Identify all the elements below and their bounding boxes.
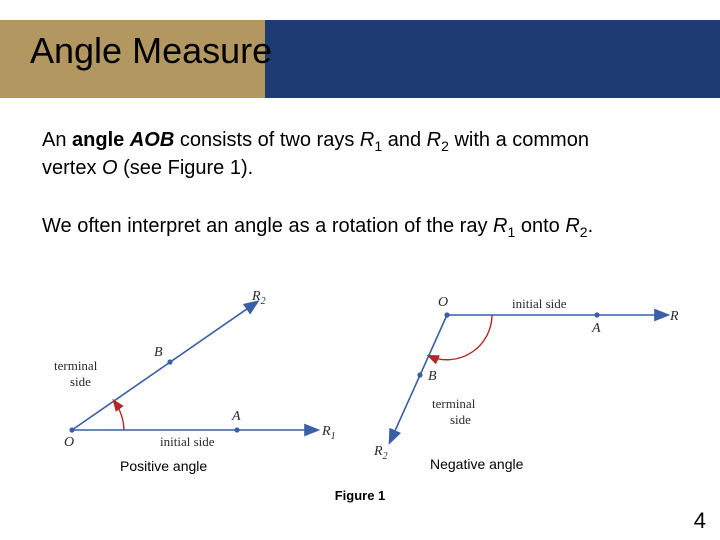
- p1-r-a: R: [360, 129, 374, 151]
- p2-mid: onto: [515, 215, 565, 237]
- header-right-block: [265, 20, 720, 98]
- svg-text:R1: R1: [669, 309, 678, 327]
- label-R1: R: [321, 424, 331, 439]
- p1-bold: angle: [72, 129, 130, 151]
- p2-r-b: R: [565, 215, 579, 237]
- label-A: A: [231, 409, 241, 424]
- p2-end: .: [588, 215, 594, 237]
- label-B-r: B: [428, 369, 437, 384]
- paragraph-1: An angle AOB consists of two rays R1 and…: [42, 128, 642, 181]
- p1-r-b: R: [427, 129, 441, 151]
- label-side-r: side: [450, 412, 471, 427]
- label-terminal: terminal: [54, 358, 98, 373]
- label-O: O: [64, 435, 74, 450]
- diagram-positive: O A B R1 R2 terminal side initial side: [54, 290, 336, 450]
- paragraph-2: We often interpret an angle as a rotatio…: [42, 214, 642, 242]
- caption-negative: Negative angle: [430, 456, 523, 472]
- p1-and: and: [382, 129, 426, 151]
- p1-mid: consists of two rays: [174, 129, 360, 151]
- label-B: B: [154, 345, 163, 360]
- p1-pre: An: [42, 129, 72, 151]
- label-A-r: A: [591, 321, 601, 336]
- p2-r-a: R: [493, 215, 507, 237]
- p2-pre: We often interpret an angle as a rotatio…: [42, 215, 493, 237]
- figure-1: O A B R1 R2 terminal side initial side O…: [42, 290, 678, 470]
- label-R2sub: 2: [261, 296, 266, 307]
- figure-label: Figure 1: [0, 488, 720, 503]
- label-O-r: O: [438, 295, 448, 310]
- p1-aob: AOB: [130, 129, 174, 151]
- p1-sub2: 2: [441, 138, 449, 154]
- caption-positive: Positive angle: [120, 458, 207, 474]
- label-R1sub: 1: [331, 431, 336, 442]
- page-title: Angle Measure: [30, 30, 272, 72]
- svg-text:R2: R2: [373, 444, 388, 460]
- label-R2-r: R: [373, 444, 383, 459]
- label-R2: R: [251, 290, 261, 304]
- label-R1-r: R: [669, 309, 678, 324]
- label-side: side: [70, 374, 91, 389]
- label-initial: initial side: [160, 434, 215, 449]
- label-initial-r: initial side: [512, 296, 567, 311]
- diagram-negative: O A B R1 R2 initial side terminal side: [373, 295, 678, 460]
- page-number: 4: [694, 508, 706, 534]
- label-terminal-r: terminal: [432, 396, 476, 411]
- p2-sub2: 2: [580, 224, 588, 240]
- p1-o: O: [102, 157, 118, 179]
- p1-end: (see Figure 1).: [118, 157, 254, 179]
- svg-text:R1: R1: [321, 424, 336, 442]
- p1-sub1: 1: [374, 138, 382, 154]
- label-R2sub-r: 2: [383, 451, 388, 460]
